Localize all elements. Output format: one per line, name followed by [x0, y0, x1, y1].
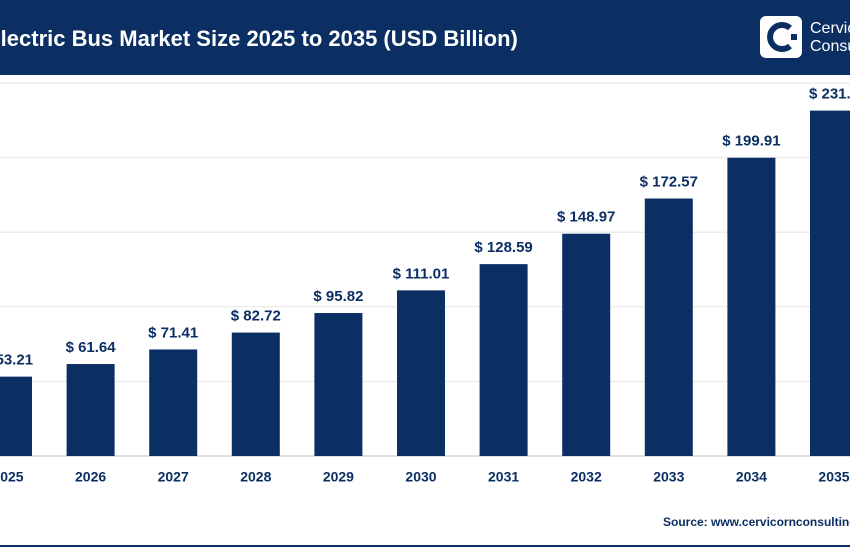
x-tick-label: 2030: [405, 469, 436, 485]
bar: [727, 157, 776, 456]
brand-line: Cervicorn: [810, 20, 850, 37]
x-tick-label: 2034: [736, 469, 767, 485]
x-tick-label: 2028: [240, 469, 271, 485]
x-tick-label: 2032: [571, 469, 602, 485]
bar: [562, 233, 611, 456]
bar: [314, 313, 363, 456]
data-label: $ 82.72: [231, 308, 281, 325]
data-label: $ 231.5: [809, 86, 850, 103]
data-label: $ 71.41: [148, 324, 198, 341]
x-tick-label: 2026: [75, 469, 106, 485]
logo-dot: [791, 34, 797, 40]
bar: [810, 110, 850, 457]
data-label: $ 61.64: [66, 339, 117, 356]
x-tick-label: 2029: [323, 469, 354, 485]
bar: [66, 364, 115, 456]
bar: [0, 376, 32, 456]
chart-title: Electric Bus Market Size 2025 to 2035 (U…: [0, 26, 518, 51]
header: [0, 0, 850, 75]
brand-line: Consulting: [810, 38, 850, 55]
x-tick-label: 2025: [0, 469, 24, 485]
logo-box: [760, 16, 802, 58]
x-tick-label: 2031: [488, 469, 519, 485]
bar: [479, 264, 528, 456]
x-tick-label: 2033: [653, 469, 684, 485]
bar: [149, 349, 198, 456]
data-label: $ 199.91: [722, 133, 780, 150]
bar: [644, 198, 693, 456]
x-tick-label: 2027: [158, 469, 189, 485]
bar: [231, 332, 280, 456]
data-label: $ 148.97: [557, 209, 615, 226]
x-tick-label: 2035: [818, 469, 849, 485]
data-label: $ 111.01: [393, 265, 450, 282]
source: Source: www.cervicornconsulting.com: [663, 515, 850, 529]
data-label: $ 95.82: [313, 288, 363, 305]
logo-mark: [767, 22, 792, 52]
data-label: $ 53.21: [0, 352, 33, 369]
bar: [397, 290, 445, 456]
data-label: $ 128.59: [474, 239, 532, 256]
data-label: $ 172.57: [640, 173, 698, 190]
